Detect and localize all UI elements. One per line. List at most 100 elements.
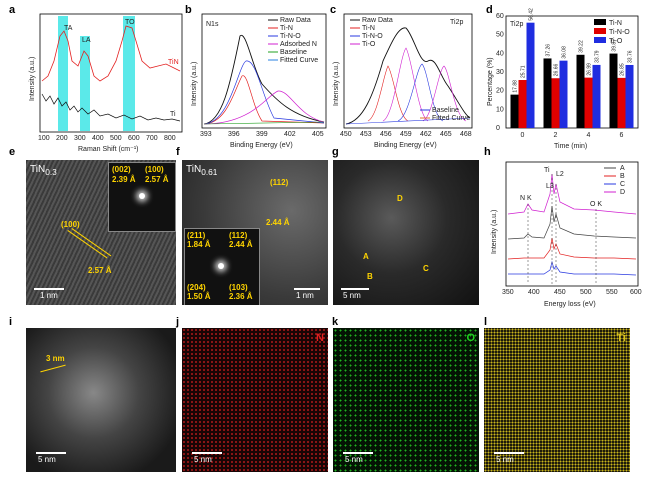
bar-value-label: 26.99	[587, 63, 593, 76]
element-label-n: N	[316, 332, 324, 344]
bar-yticks: 0 10 20 30 40 50 60	[496, 13, 504, 132]
svg-text:D: D	[620, 189, 625, 196]
eels-peak-ti: Ti	[544, 167, 550, 174]
scalebar-i	[36, 452, 66, 454]
panel-label-l: l	[484, 316, 488, 328]
bar-chart-tag: Ti2p	[510, 21, 523, 28]
ti2p-xlabel: Binding Energy (eV)	[374, 142, 437, 149]
point-c: C	[423, 264, 429, 273]
bar-legend-swatch	[594, 37, 606, 43]
svg-text:C: C	[620, 181, 625, 188]
spacing-label-f: 2.44 Å	[266, 218, 290, 227]
peak-to: TO	[125, 19, 135, 26]
scalebar-k	[343, 452, 373, 454]
bar-Ti-O-t2	[559, 60, 568, 128]
svg-text:500: 500	[110, 135, 122, 142]
raman-chart: TA LA TO TiN Ti 100 200 300 400 500 600 …	[29, 13, 183, 153]
svg-text:Adsorbed N: Adsorbed N	[280, 41, 317, 48]
svg-text:Fitted Curve: Fitted Curve	[432, 115, 470, 122]
bar-value-label: 33.79	[595, 50, 601, 63]
svg-text:B: B	[620, 173, 625, 180]
svg-text:550: 550	[606, 289, 618, 296]
bar-legend-swatch	[594, 19, 606, 25]
eels-ylabel: Intensity (a.u.)	[491, 210, 498, 254]
svg-text:100: 100	[38, 135, 50, 142]
panel-label-h: h	[484, 146, 491, 158]
haadf-image-i: 3 nm 5 nm	[26, 328, 176, 472]
bar-xtick: 2	[554, 132, 558, 139]
svg-text:Ti-N-O: Ti-N-O	[362, 33, 383, 40]
n1s-tag: N1s	[206, 21, 219, 28]
bar-ytick: 60	[496, 13, 504, 20]
bar-Ti-O-t0	[526, 22, 535, 129]
eds-map-o: O 5 nm	[333, 328, 479, 472]
eds-map-n: N 5 nm	[182, 328, 328, 472]
scale-text-f: 1 nm	[296, 291, 314, 300]
svg-text:Ti-N: Ti-N	[362, 25, 375, 32]
bar-value-label: 39.87	[612, 39, 618, 52]
panel-label-f: f	[176, 146, 180, 158]
element-label-ti: Ti	[616, 332, 626, 344]
bar-legend: Ti-N Ti-N-O Ti-O	[594, 19, 630, 45]
svg-text:Ti-O: Ti-O	[362, 41, 376, 48]
svg-text:396: 396	[228, 131, 240, 138]
bar-xtick: 4	[587, 132, 591, 139]
scalebar-e	[34, 288, 64, 290]
n1s-chart: N1s Raw Data Ti-N Ti-N-O Adsorbed N Base…	[191, 13, 327, 149]
svg-text:Raw Data: Raw Data	[362, 17, 393, 24]
bar-ytick: 0	[496, 125, 500, 132]
n1s-legend: Raw Data Ti-N Ti-N-O Adsorbed N Baseline…	[268, 17, 318, 64]
svg-text:600: 600	[128, 135, 140, 142]
svg-text:393: 393	[200, 131, 212, 138]
raman-ylabel: Intensity (a.u.)	[29, 57, 36, 101]
series-ti-label: Ti	[170, 111, 176, 118]
svg-text:Baseline: Baseline	[432, 107, 459, 114]
ti2p-tag: Ti2p	[450, 19, 463, 26]
panel-label-b: b	[185, 4, 192, 16]
bar-xticks: 0 2 4 6	[521, 132, 624, 139]
panel-label-a: a	[9, 4, 16, 16]
bar-ytick: 10	[496, 106, 504, 113]
series-tin-label: TiN	[168, 59, 179, 66]
spacing-label-e: 2.57 Å	[88, 266, 112, 275]
bar-xlabel: Time (min)	[554, 143, 587, 150]
n1s-xlabel: Binding Energy (eV)	[230, 142, 293, 149]
scale-text-j: 5 nm	[194, 455, 212, 464]
svg-text:600: 600	[630, 289, 642, 296]
svg-text:800: 800	[164, 135, 176, 142]
scale-text-g: 5 nm	[343, 291, 361, 300]
ti2p-xticks: 450 453 456 459 462 465 468	[340, 131, 472, 138]
image-f-title: TiN0.61	[186, 164, 218, 177]
scalebar-j	[192, 452, 222, 454]
scale-text-e: 1 nm	[40, 291, 58, 300]
n1s-xticks: 393 396 399 402 405	[200, 131, 324, 138]
bar-xtick: 0	[521, 132, 525, 139]
svg-text:200: 200	[56, 135, 68, 142]
bar-legend-label: Ti-O	[609, 38, 623, 45]
bar-Ti-N-t4	[576, 54, 585, 128]
ti2p-ylabel: Intensity (a.u.)	[333, 62, 340, 106]
bar-Ti-N-O-t4	[584, 77, 593, 128]
peak-ta: TA	[64, 25, 73, 32]
raman-xticks: 100 200 300 400 500 600 700 800	[38, 135, 176, 142]
panel-label-d: d	[486, 4, 493, 16]
svg-text:Ti-N-O: Ti-N-O	[280, 33, 301, 40]
point-d: D	[397, 194, 403, 203]
svg-text:Baseline: Baseline	[280, 49, 307, 56]
eels-peak-ok: O K	[590, 201, 602, 208]
bar-legend-swatch	[594, 28, 606, 34]
panel-label-e: e	[9, 146, 16, 158]
svg-text:399: 399	[256, 131, 268, 138]
panel-label-c: c	[330, 4, 337, 16]
bar-value-label: 26.66	[554, 64, 560, 77]
bar-value-label: 26.85	[620, 63, 626, 76]
scale-text-k: 5 nm	[345, 455, 363, 464]
element-label-o: O	[466, 332, 475, 344]
panel-label-k: k	[332, 316, 339, 328]
bar-ylabel: Percentage (%)	[487, 57, 494, 106]
scalebar-g	[341, 288, 369, 290]
svg-text:402: 402	[284, 131, 296, 138]
svg-text:350: 350	[502, 289, 514, 296]
